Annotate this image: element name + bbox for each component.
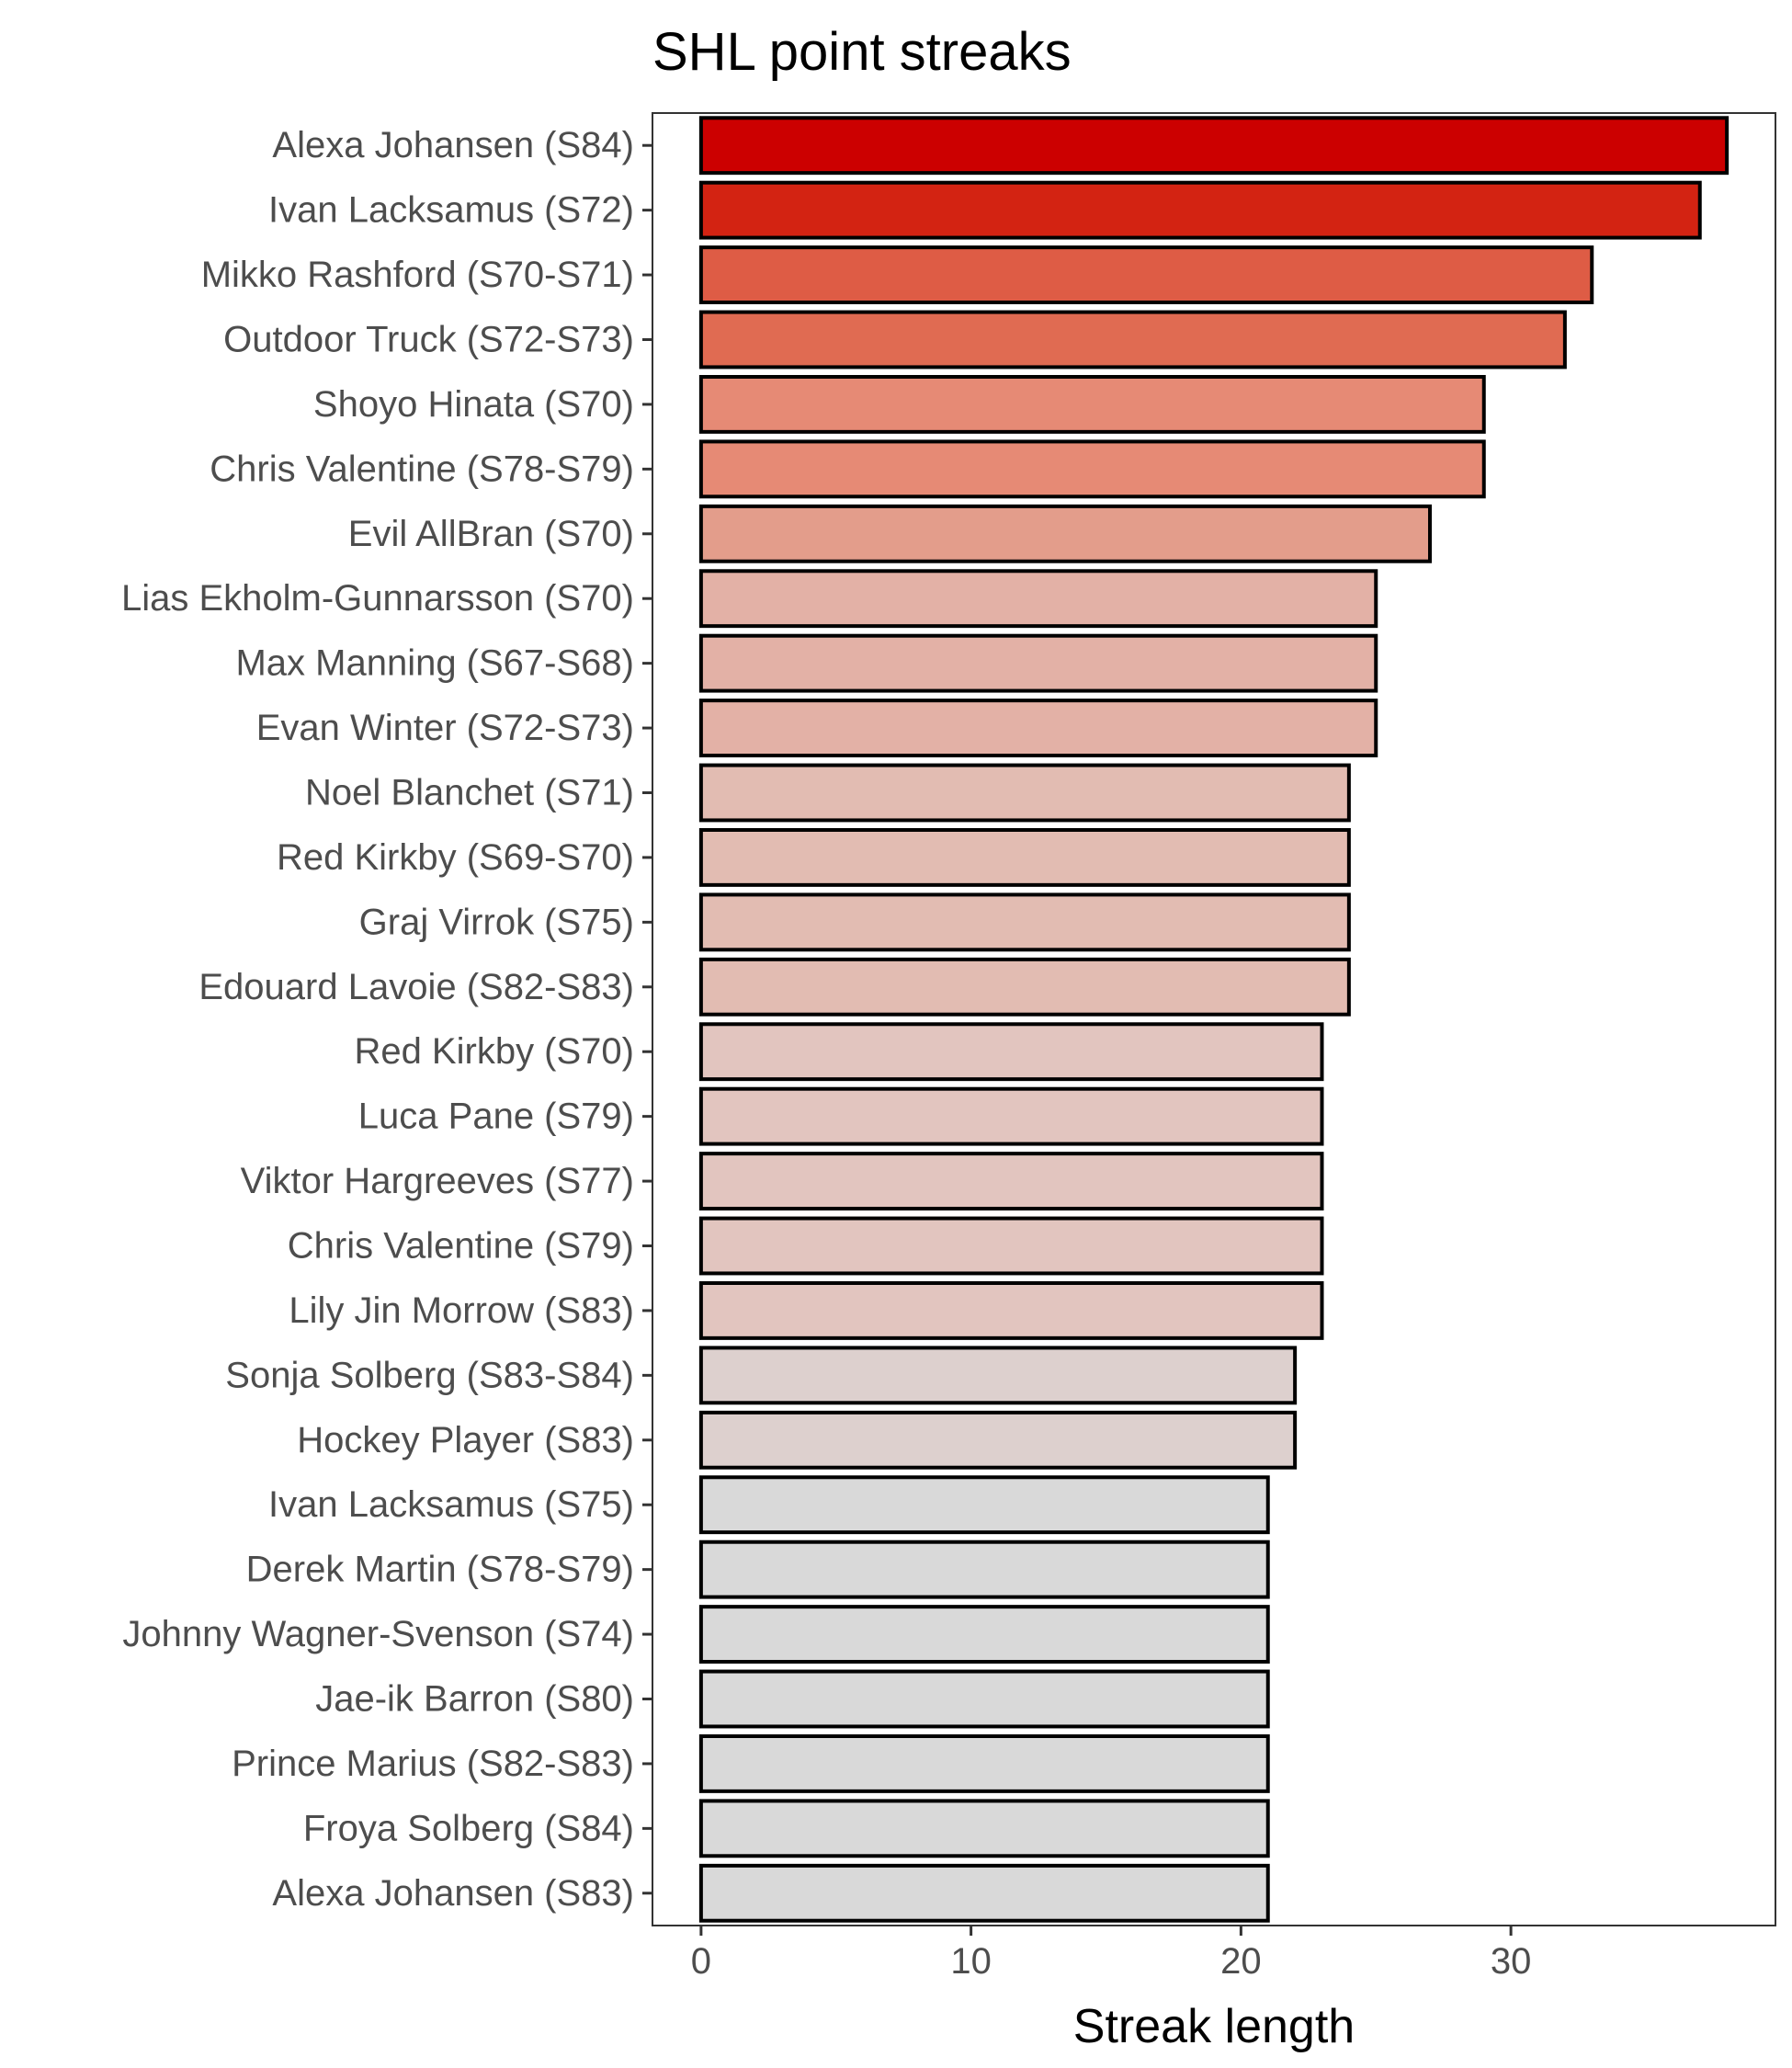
bar	[698, 1280, 1324, 1340]
y-tick-label: Hockey Player (S83)	[297, 1420, 634, 1460]
bar	[698, 1410, 1298, 1470]
y-tick-label: Outdoor Truck (S72-S73)	[223, 320, 634, 360]
x-axis: 0 10 20 30	[691, 1926, 1532, 1982]
bar	[698, 504, 1432, 563]
bar	[698, 439, 1486, 499]
y-axis-labels: Alexa Johansen (S84) Ivan Lacksamus (S72)…	[121, 125, 652, 1914]
y-tick-label: Lias Ekholm-Gunnarsson (S70)	[121, 578, 634, 619]
y-tick-label: Viktor Hargreeves (S77)	[241, 1161, 634, 1201]
bar	[698, 957, 1351, 1017]
y-tick-label: Evan Winter (S72-S73)	[256, 708, 634, 748]
bar	[698, 1605, 1270, 1665]
bar	[698, 1669, 1270, 1729]
y-tick-label: Lily Jin Morrow (S83)	[289, 1290, 634, 1331]
bar	[698, 116, 1730, 176]
y-tick-label: Noel Blanchet (S71)	[305, 773, 634, 813]
x-tick-label: 0	[691, 1941, 711, 1982]
y-tick-label: Evil AllBran (S70)	[348, 514, 634, 554]
y-tick-label: Froya Solberg (S84)	[303, 1808, 634, 1848]
x-tick-label: 30	[1491, 1941, 1532, 1982]
y-tick-label: Sonja Solberg (S83-S84)	[225, 1355, 634, 1395]
y-tick-label: Ivan Lacksamus (S72)	[268, 190, 634, 231]
y-tick-label: Chris Valentine (S78-S79)	[210, 449, 634, 489]
y-tick-label: Alexa Johansen (S83)	[272, 1873, 634, 1914]
bar	[698, 633, 1378, 693]
bar	[698, 1086, 1324, 1146]
bar	[698, 1346, 1298, 1405]
y-tick-label: Chris Valentine (S79)	[288, 1226, 634, 1267]
bar	[698, 827, 1351, 887]
bar	[698, 1733, 1270, 1793]
y-tick-label: Shoyo Hinata (S70)	[313, 384, 634, 425]
chart-title: SHL point streaks	[652, 22, 1072, 82]
bar	[698, 569, 1378, 629]
bar	[698, 1022, 1324, 1082]
bar	[698, 245, 1594, 305]
bar	[698, 763, 1351, 823]
y-tick-label: Johnny Wagner-Svenson (S74)	[122, 1614, 634, 1654]
y-tick-label: Red Kirkby (S69-S70)	[277, 837, 634, 878]
y-tick-label: Mikko Rashford (S70-S71)	[201, 255, 634, 295]
bar	[698, 310, 1567, 369]
bars-group	[698, 116, 1730, 1923]
plot-panel-border	[652, 112, 1776, 1926]
y-tick-label: Alexa Johansen (S84)	[272, 125, 634, 165]
y-tick-label: Derek Martin (S78-S79)	[246, 1550, 634, 1590]
bar	[698, 1863, 1270, 1923]
bar	[698, 1799, 1270, 1858]
bar	[698, 1152, 1324, 1211]
x-axis-title: Streak length	[1073, 2000, 1355, 2053]
bar	[698, 374, 1486, 434]
y-tick-label: Max Manning (S67-S68)	[235, 643, 634, 684]
y-tick-label: Jae-ik Barron (S80)	[315, 1679, 634, 1720]
bar	[698, 1475, 1270, 1535]
y-tick-label: Ivan Lacksamus (S75)	[268, 1484, 634, 1525]
y-tick-label: Edouard Lavoie (S82-S83)	[198, 967, 634, 1007]
bar	[698, 699, 1378, 758]
x-tick-label: 20	[1220, 1941, 1262, 1982]
y-tick-label: Luca Pane (S79)	[358, 1096, 634, 1137]
bar	[698, 180, 1702, 240]
bar	[698, 1540, 1270, 1599]
x-tick-label: 10	[950, 1941, 992, 1982]
y-tick-label: Graj Virrok (S75)	[359, 902, 634, 942]
bar	[698, 1216, 1324, 1276]
y-tick-label: Red Kirkby (S70)	[354, 1031, 634, 1072]
y-tick-label: Prince Marius (S82-S83)	[232, 1744, 634, 1784]
bar	[698, 892, 1351, 952]
